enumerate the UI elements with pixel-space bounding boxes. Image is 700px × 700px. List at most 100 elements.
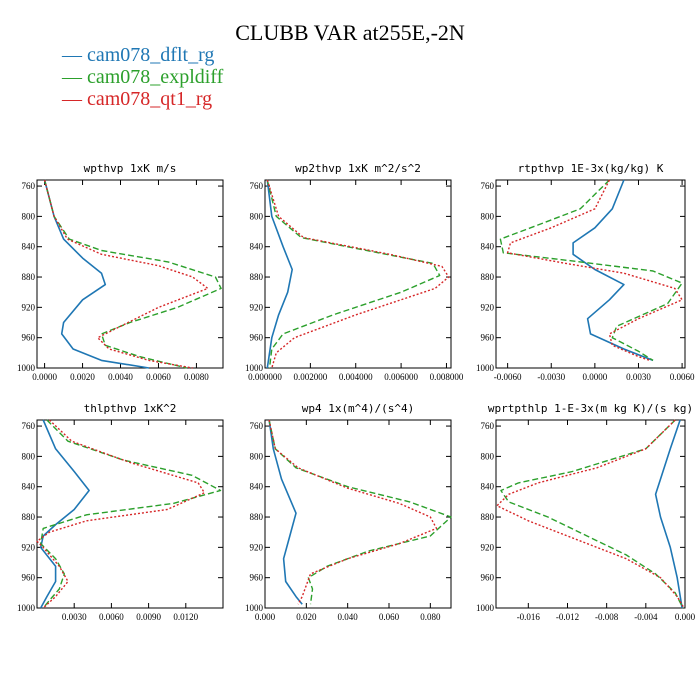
series-line-2 <box>43 179 222 369</box>
plot-frame <box>495 179 686 369</box>
subplot-title: thlpthvp 1xK^2 <box>84 402 177 415</box>
series-line-1 <box>654 419 683 609</box>
y-tick-label: 880 <box>250 512 264 522</box>
y-tick-label: 760 <box>250 421 264 431</box>
y-tick-label: 960 <box>481 333 495 343</box>
series-line-3 <box>506 179 683 362</box>
plot-frame <box>264 419 452 609</box>
y-tick-label: 840 <box>481 482 495 492</box>
legend-swatch-dflt: — <box>62 44 87 66</box>
x-tick-label: 0.0030 <box>62 612 87 622</box>
series-line-1 <box>39 419 90 609</box>
x-tick-label: 0.060 <box>379 612 400 622</box>
series-line-1 <box>572 179 654 362</box>
plot-frame <box>36 179 224 369</box>
legend-label-dflt: cam078_dflt_rg <box>87 44 215 66</box>
x-tick-label: 0.004000 <box>339 372 373 382</box>
subplot-2: wp2thvp 1xK m^2/s^2 760 800 840 880 920 960 100… <box>245 162 464 382</box>
y-tick-label: 960 <box>250 573 264 583</box>
y-tick-label: 760 <box>250 181 264 191</box>
series-line-3 <box>43 179 209 369</box>
x-tick-label: 0.0000 <box>32 372 57 382</box>
series-line-3 <box>36 419 206 609</box>
y-tick-label: 840 <box>481 242 495 252</box>
subplot-title: wprtpthlp 1-E-3x(m kg K)/(s kg) <box>488 402 693 415</box>
x-tick-label: -0.012 <box>556 612 579 622</box>
y-tick-label: 800 <box>481 451 495 461</box>
x-tick-label: 0.0120 <box>173 612 198 622</box>
series-line-1 <box>266 179 294 369</box>
subplot-5: wp4 1x(m^4)/(s^4)76080084088092096010000… <box>245 402 452 622</box>
legend-item-dflt: — cam078_dflt_rg <box>62 44 223 66</box>
subplot-3: rtpthvp 1E-3x(kg/kg) K 760 800 840 880 920 960… <box>476 162 695 382</box>
y-tick-label: 960 <box>481 573 495 583</box>
subplot-title: wpthvp 1xK m/s <box>84 162 177 175</box>
x-tick-label: 0.0040 <box>108 372 133 382</box>
y-tick-label: 920 <box>250 542 264 552</box>
x-tick-label: 0.0000 <box>582 372 607 382</box>
y-tick-label: 920 <box>22 542 36 552</box>
y-tick-label: 800 <box>22 451 36 461</box>
x-tick-label: 0.000000 <box>248 372 282 382</box>
legend-swatch-qt1: — <box>62 88 87 110</box>
y-tick-label: 1000 <box>245 363 264 373</box>
x-tick-label: 0.000 <box>255 612 276 622</box>
series-line-3 <box>266 179 450 369</box>
y-tick-label: 760 <box>481 181 495 191</box>
y-tick-label: 1000 <box>476 603 495 613</box>
y-tick-label: 840 <box>250 482 264 492</box>
y-tick-label: 880 <box>481 272 495 282</box>
legend-swatch-expldiff: — <box>62 66 87 88</box>
x-tick-label: 0.080 <box>420 612 441 622</box>
x-tick-label: -0.0060 <box>494 372 522 382</box>
subplot-4: thlpthvp 1xK^2 760 800 840 880 920 960 1000 0.00… <box>17 402 224 622</box>
y-tick-label: 800 <box>22 211 36 221</box>
x-tick-label: -0.0030 <box>537 372 565 382</box>
figure-title: CLUBB VAR at255E,-2N <box>235 20 465 45</box>
x-tick-label: 0.0060 <box>99 612 124 622</box>
x-tick-label: -0.004 <box>634 612 658 622</box>
y-tick-label: 920 <box>250 302 264 312</box>
x-tick-label: 0.020 <box>296 612 317 622</box>
series-line-2 <box>40 419 222 609</box>
legend-item-expldiff: — cam078_expldiff <box>62 66 223 88</box>
y-tick-label: 800 <box>481 211 495 221</box>
subplot-6: wprtpthlp 1-E-3x(m kg K)/(s kg) 760 800 840… <box>476 402 696 622</box>
y-tick-label: 1000 <box>476 363 495 373</box>
legend-label-expldiff: cam078_expldiff <box>87 66 224 88</box>
legend-label-qt1: cam078_qt1_rg <box>87 88 213 110</box>
x-tick-label: 0.008000 <box>430 372 464 382</box>
x-tick-label: 0.0060 <box>146 372 171 382</box>
y-tick-label: 960 <box>22 573 36 583</box>
x-tick-label: 0.040 <box>338 612 359 622</box>
y-tick-label: 1000 <box>245 603 264 613</box>
series-line-2 <box>266 179 441 369</box>
plot-frame <box>264 179 452 369</box>
x-tick-label: 0.0090 <box>136 612 161 622</box>
series-line-1 <box>268 419 303 605</box>
legend-item-qt1: — cam078_qt1_rg <box>62 88 223 110</box>
y-tick-label: 880 <box>250 272 264 282</box>
y-tick-label: 1000 <box>17 363 36 373</box>
y-tick-label: 840 <box>22 482 36 492</box>
series-line-1 <box>43 179 150 369</box>
x-tick-label: 0.006000 <box>384 372 418 382</box>
x-tick-label: 0.002000 <box>293 372 327 382</box>
series-line-2 <box>499 179 683 361</box>
subplot-title: wp4 1x(m^4)/(s^4) <box>302 402 415 415</box>
plot-frame <box>495 419 686 609</box>
y-tick-label: 760 <box>481 421 495 431</box>
y-tick-label: 960 <box>250 333 264 343</box>
y-tick-label: 920 <box>481 302 495 312</box>
y-tick-label: 880 <box>22 272 36 282</box>
series-line-3 <box>268 419 438 605</box>
y-tick-label: 800 <box>250 451 264 461</box>
x-tick-label: 0.0030 <box>626 372 651 382</box>
subplot-title: rtpthvp 1E-3x(kg/kg) K <box>518 162 664 175</box>
x-tick-label: -0.016 <box>517 612 541 622</box>
y-tick-label: 920 <box>481 542 495 552</box>
series-line-3 <box>496 419 685 609</box>
x-tick-label: 0.0020 <box>70 372 95 382</box>
